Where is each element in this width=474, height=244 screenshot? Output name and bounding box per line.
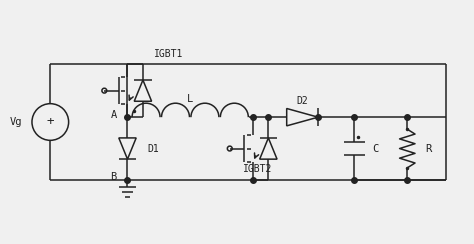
Text: IGBT1: IGBT1 — [154, 50, 183, 60]
Text: L: L — [187, 94, 193, 104]
Text: C: C — [373, 143, 379, 153]
Text: D2: D2 — [297, 96, 308, 106]
Text: A: A — [110, 110, 117, 120]
Text: IGBT2: IGBT2 — [243, 164, 273, 174]
Text: +: + — [46, 115, 54, 129]
Text: Vg: Vg — [10, 117, 22, 127]
Text: B: B — [110, 173, 117, 183]
Text: D1: D1 — [148, 143, 159, 153]
Text: R: R — [426, 143, 432, 153]
